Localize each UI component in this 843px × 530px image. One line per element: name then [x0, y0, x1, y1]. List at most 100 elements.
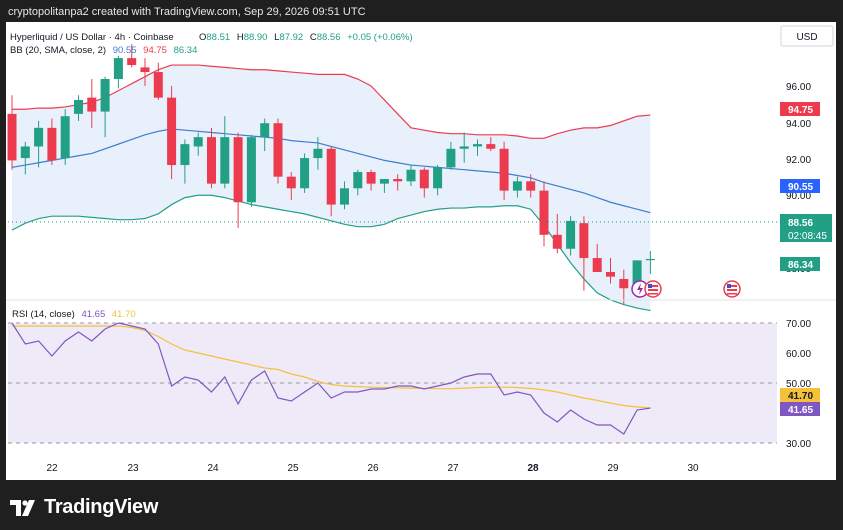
- legend-l-label: L: [274, 32, 279, 43]
- rsi-value-tag: 41.65: [788, 405, 813, 416]
- candle: [579, 216, 589, 291]
- watermark-bar: cryptopolitanpa2 created with TradingVie…: [0, 0, 843, 24]
- time-tick: 27: [447, 463, 459, 474]
- legend-high: 88.90: [244, 32, 268, 43]
- candle: [393, 174, 403, 191]
- svg-text:O88.51 H88.90 L87.: O88.51 H88.90 L87.92 C88.56 +0.05 (+0.06…: [199, 32, 413, 43]
- candle: [606, 258, 615, 284]
- price-tick: 92.00: [786, 155, 811, 166]
- footer-bar: [0, 480, 843, 530]
- candle: [366, 169, 376, 191]
- price-tick: 96.00: [786, 82, 811, 93]
- candle: [286, 172, 296, 200]
- candle: [100, 76, 110, 138]
- bb-upper-line: [12, 64, 651, 139]
- bb-mid-tag: 90.55: [788, 182, 813, 193]
- rsi-ma-tag: 41.70: [788, 391, 813, 402]
- time-tick: 24: [207, 463, 219, 474]
- candle: [167, 86, 177, 179]
- us-flag-event-icon[interactable]: [644, 280, 662, 298]
- candle: [273, 118, 283, 184]
- price-pane[interactable]: [7, 44, 778, 312]
- svg-text:RSI (14, close) 41.65: RSI (14, close) 41.65 41.70: [12, 309, 136, 320]
- candle: [220, 116, 230, 189]
- bb-label: BB (20, SMA, close, 2): [10, 45, 106, 56]
- candle: [459, 132, 469, 163]
- rsi-tick: 70.00: [786, 319, 811, 330]
- rsi-tick: 30.00: [786, 439, 811, 450]
- candle: [7, 95, 17, 170]
- tradingview-logo[interactable]: TradingView: [10, 496, 158, 519]
- candle: [260, 118, 270, 152]
- candles: [7, 44, 655, 305]
- candle: [419, 167, 429, 198]
- candle: [313, 137, 323, 170]
- candle: [20, 141, 30, 175]
- time-tick: 23: [127, 463, 139, 474]
- rsi-label: RSI (14, close): [12, 309, 75, 320]
- legend: Hyperliquid / US Dollar · 4h · Coinbase …: [10, 32, 413, 56]
- candle: [47, 118, 57, 166]
- rsi-pane[interactable]: RSI (14, close) 41.65 41.70: [8, 309, 777, 444]
- candle: [592, 244, 602, 272]
- price-tick: 94.00: [786, 119, 811, 130]
- legend-c-label: C: [310, 32, 317, 43]
- last-price-tag: 88.56: [788, 218, 813, 229]
- bb-mid-value: 90.55: [113, 45, 137, 56]
- currency-label[interactable]: USD: [796, 32, 817, 43]
- currency-button[interactable]: USD: [780, 25, 834, 47]
- candle: [486, 137, 496, 152]
- candle: [539, 181, 549, 247]
- rsi-value: 41.65: [81, 309, 105, 320]
- candle: [87, 79, 97, 128]
- candle: [113, 55, 123, 89]
- candle: [74, 95, 83, 121]
- candle: [379, 179, 389, 193]
- rsi-ma-line: [12, 325, 651, 409]
- tradingview-logo-icon: [10, 499, 35, 516]
- rsi-axis[interactable]: 70.00 60.00 50.00 30.00 41.70 41.65: [780, 319, 820, 450]
- legend-close: 88.56: [317, 32, 341, 43]
- candle: [340, 181, 349, 210]
- candle: [326, 146, 336, 217]
- flash-event-icon[interactable]: [631, 280, 649, 298]
- time-tick: 25: [287, 463, 299, 474]
- candle: [153, 62, 163, 100]
- bar-countdown: 02:08:45: [788, 231, 827, 242]
- legend-change: +0.05 (+0.06%): [347, 32, 413, 43]
- candle: [140, 58, 150, 86]
- tradingview-brand: TradingView: [44, 496, 159, 518]
- price-tick: 90.00: [786, 191, 811, 202]
- candle: [246, 134, 256, 207]
- candle: [300, 153, 310, 193]
- bb-upper-value: 94.75: [143, 45, 167, 56]
- rsi-ma-value: 41.70: [112, 309, 136, 320]
- us-flag-event-icon[interactable]: [723, 280, 741, 298]
- legend-symbol: Hyperliquid / US Dollar · 4h · Coinbase: [10, 32, 174, 43]
- candle: [433, 165, 443, 196]
- candle: [499, 141, 509, 200]
- candle: [566, 216, 576, 256]
- time-tick: 26: [367, 463, 379, 474]
- time-axis[interactable]: 22 23 24 25 26 27 28 29 30: [46, 463, 699, 474]
- candle: [473, 139, 482, 156]
- bb-upper-tag: 94.75: [788, 105, 813, 116]
- rsi-line: [11, 322, 651, 435]
- svg-text:BB (20, SMA, close, 2) 9: BB (20, SMA, close, 2) 90.55 94.75 86.34: [10, 45, 197, 56]
- price-axis[interactable]: 96.00 94.00 92.00 90.00 88.00 94.75 90.5…: [780, 82, 832, 275]
- candle: [645, 251, 655, 274]
- candle: [526, 174, 536, 198]
- candle: [233, 132, 243, 228]
- bb-lower-tag: 86.34: [788, 260, 813, 271]
- time-tick: 28: [527, 463, 539, 474]
- legend-o-label: O: [199, 32, 206, 43]
- candle: [619, 269, 629, 305]
- candle: [207, 127, 216, 189]
- time-tick: 22: [46, 463, 58, 474]
- candle: [446, 141, 456, 170]
- candle: [353, 169, 363, 196]
- candle: [406, 165, 416, 186]
- candle: [180, 139, 190, 184]
- time-tick: 29: [607, 463, 619, 474]
